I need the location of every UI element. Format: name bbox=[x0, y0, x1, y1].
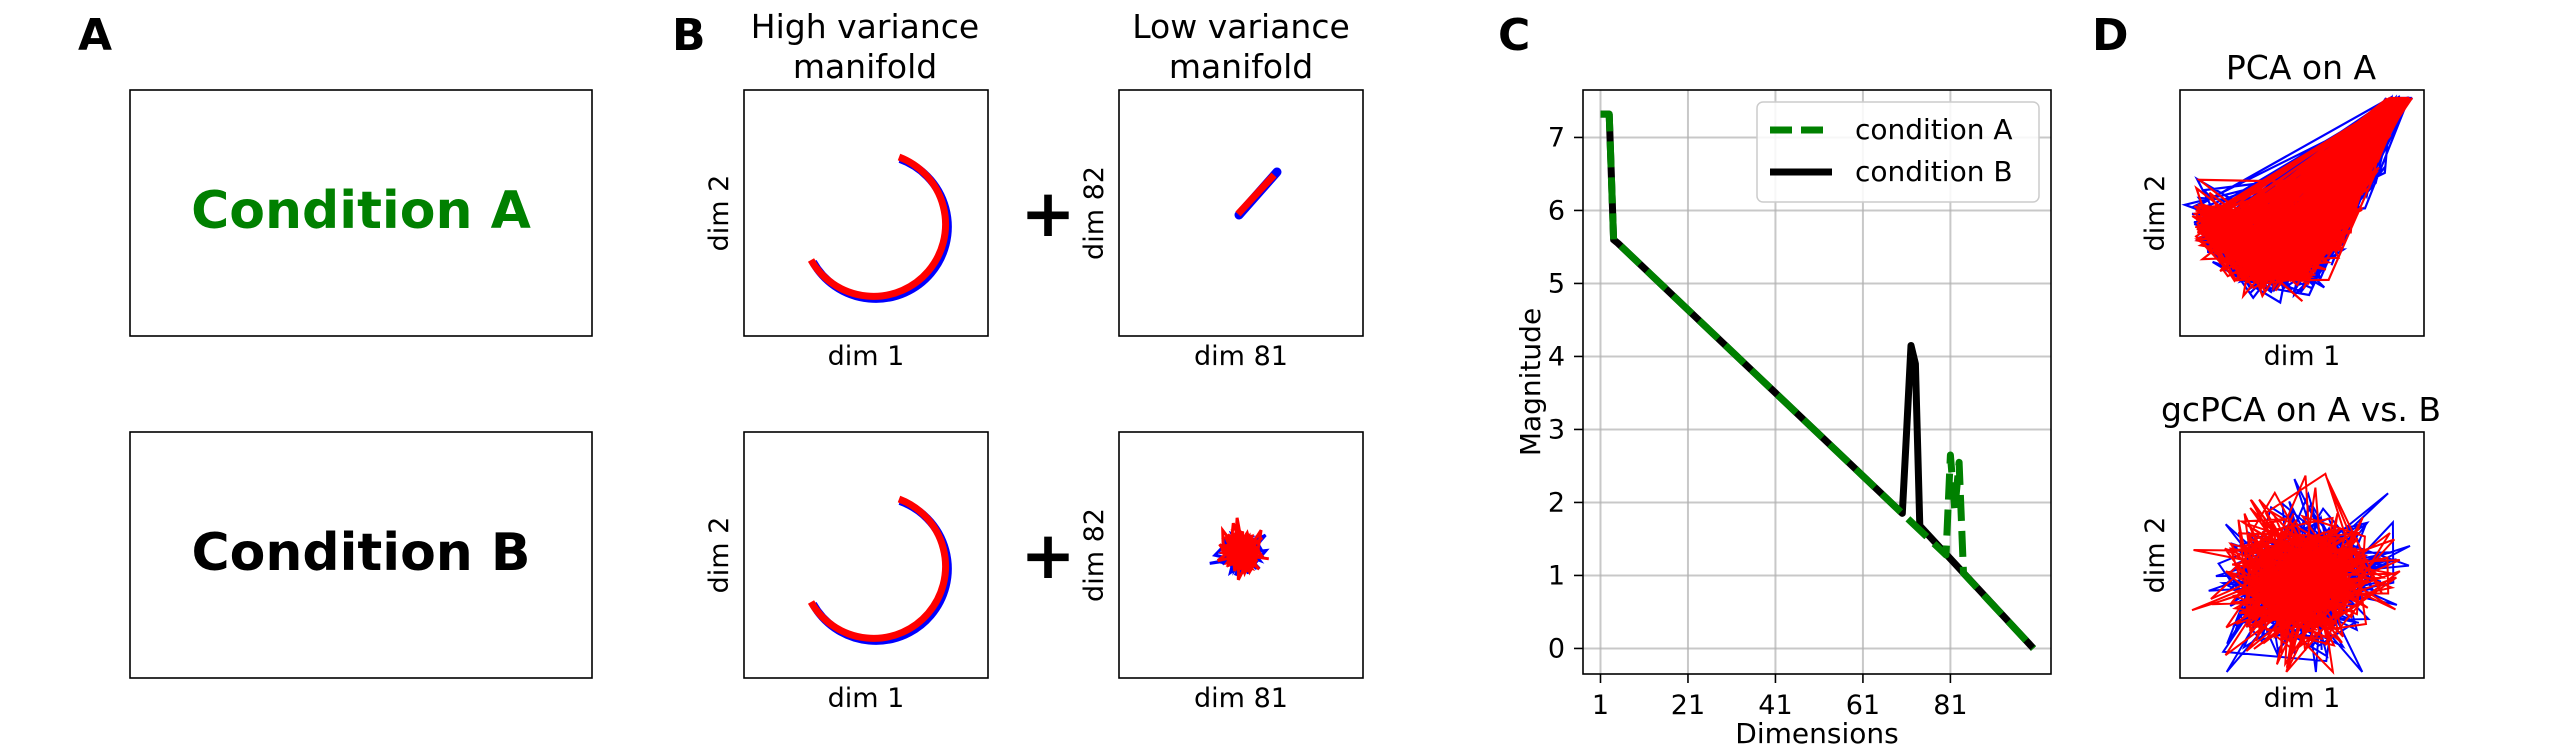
x-tick-label: 61 bbox=[1846, 690, 1880, 721]
y-tick-label: 4 bbox=[1548, 341, 1565, 372]
gcpca-ylabel: dim 2 bbox=[2140, 517, 2171, 594]
high-variance-title-line1: High variance bbox=[751, 7, 979, 46]
hv-plot-a-frame bbox=[743, 89, 989, 337]
panel-b: High variance manifold Low variance mani… bbox=[704, 7, 1364, 714]
gcpca-title: gcPCA on A vs. B bbox=[2161, 390, 2441, 429]
lv-line-a bbox=[1235, 172, 1277, 217]
x-tick-label: 21 bbox=[1671, 690, 1705, 721]
panel-d: PCA on A dim 1 dim 2 gcPCA on A vs. B di… bbox=[2140, 48, 2441, 714]
low-variance-title-line1: Low variance bbox=[1132, 7, 1350, 46]
hv-plot-b-frame bbox=[743, 431, 989, 679]
hv-a-ylabel: dim 2 bbox=[704, 175, 735, 252]
y-tick-label: 6 bbox=[1548, 195, 1565, 226]
pca-ylabel: dim 2 bbox=[2140, 175, 2171, 252]
hv-a-xlabel: dim 1 bbox=[828, 341, 905, 372]
pca-title: PCA on A bbox=[2226, 48, 2377, 87]
condition-b-label: Condition B bbox=[191, 523, 530, 583]
gcpca-plot-frame bbox=[2179, 431, 2425, 679]
legend-box bbox=[1756, 101, 2040, 203]
chart-ylabel: Magnitude bbox=[1514, 308, 1547, 456]
lv-blob-b-trace bbox=[1216, 517, 1270, 581]
chart-xlabel: Dimensions bbox=[1735, 717, 1898, 750]
condition-a-label: Condition A bbox=[191, 181, 531, 241]
hv-arc-a bbox=[807, 153, 950, 300]
x-tick-label: 1 bbox=[1592, 690, 1609, 721]
legend-label-condition-a: condition A bbox=[1855, 113, 2013, 146]
hv-arc-b bbox=[807, 495, 950, 642]
condition-b-box bbox=[129, 431, 593, 679]
panel-letter-a: A bbox=[78, 10, 112, 61]
chart-grid bbox=[1583, 90, 2051, 674]
hv-b-xlabel: dim 1 bbox=[828, 683, 905, 714]
lv-plot-b-frame bbox=[1118, 431, 1364, 679]
gcpca-trace-a bbox=[2191, 472, 2401, 675]
y-tick-label: 0 bbox=[1548, 633, 1565, 664]
lv-b-xlabel: dim 81 bbox=[1194, 683, 1288, 714]
pca-scribble bbox=[2181, 94, 2414, 305]
lv-blob-b bbox=[1209, 517, 1270, 581]
lv-a-xlabel: dim 81 bbox=[1194, 341, 1288, 372]
panel-letter-c: C bbox=[1498, 10, 1530, 61]
chart-frame bbox=[1582, 89, 2052, 675]
x-tick-label: 41 bbox=[1758, 690, 1792, 721]
plus-sign-bottom: + bbox=[1020, 517, 1075, 594]
gcpca-scribble bbox=[2191, 472, 2411, 675]
series-line-condition-a bbox=[1600, 110, 2037, 651]
panel-letter-b: B bbox=[672, 10, 706, 61]
gcpca-xlabel: dim 1 bbox=[2264, 683, 2341, 714]
panel-letter-d: D bbox=[2092, 10, 2129, 61]
high-variance-title-line2: manifold bbox=[793, 47, 937, 86]
pca-trace-a bbox=[2191, 96, 2414, 303]
lv-a-ylabel: dim 82 bbox=[1079, 166, 1110, 260]
chart-series bbox=[1600, 110, 2037, 651]
y-tick-label: 1 bbox=[1548, 560, 1565, 591]
hv-b-ylabel: dim 2 bbox=[704, 517, 735, 594]
low-variance-title-line2: manifold bbox=[1169, 47, 1313, 86]
y-tick-label: 5 bbox=[1548, 268, 1565, 299]
y-tick-label: 2 bbox=[1548, 487, 1565, 518]
pca-plot-frame bbox=[2179, 89, 2425, 337]
condition-a-box bbox=[129, 89, 593, 337]
chart-legend: condition A condition B bbox=[1756, 101, 2040, 203]
panel-a: Condition A Condition B bbox=[129, 89, 593, 679]
y-tick-label: 7 bbox=[1548, 122, 1565, 153]
x-tick-label: 81 bbox=[1933, 690, 1967, 721]
pca-xlabel: dim 1 bbox=[2264, 341, 2341, 372]
legend-label-condition-b: condition B bbox=[1855, 155, 2013, 188]
lv-plot-a-frame bbox=[1118, 89, 1364, 337]
lv-b-ylabel: dim 82 bbox=[1079, 508, 1110, 602]
plus-sign-top: + bbox=[1020, 175, 1075, 252]
y-tick-label: 3 bbox=[1548, 414, 1565, 445]
